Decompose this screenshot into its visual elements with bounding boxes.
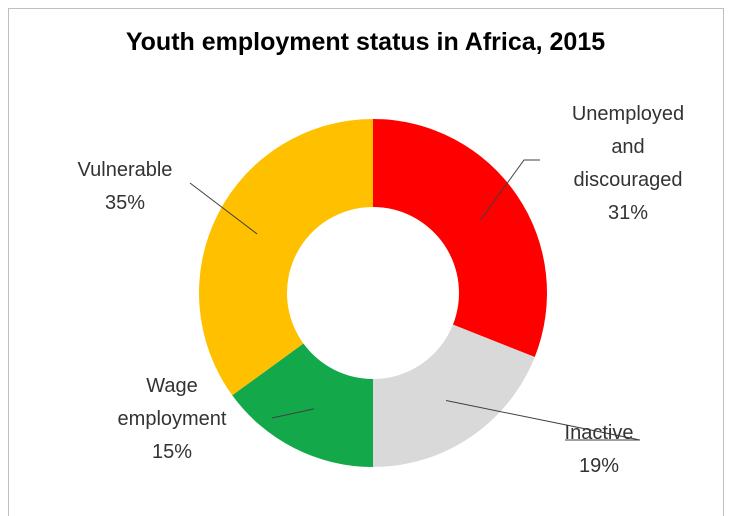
slice-wage-employment [232, 343, 373, 467]
label-line: Vulnerable [77, 159, 173, 181]
label-line: Inactive [564, 422, 634, 444]
data-label: 35% [104, 192, 146, 214]
slice-vulnerable [199, 118, 373, 396]
label-line: and [611, 136, 645, 158]
chart-title: Youth employment status in Africa, 2015 [125, 28, 606, 56]
data-label: 31% [607, 202, 649, 224]
data-label: 15% [151, 441, 193, 463]
slice-label-inactive: Inactive 19% [540, 417, 658, 483]
slice-label-vulnerable: Vulnerable 35% [55, 154, 195, 220]
slice-label-wage-employment: Wage employment 15% [92, 370, 252, 469]
slice-inactive [373, 324, 535, 467]
leader-line [189, 182, 258, 235]
label-line: Unemployed [571, 103, 685, 125]
label-line: discouraged [573, 169, 683, 191]
leader-line [445, 400, 641, 441]
leader-line [271, 408, 315, 419]
label-line: Wage [146, 375, 198, 397]
data-label: 19% [578, 455, 620, 477]
leader-line [480, 159, 540, 221]
slice-label-unemployed: Unemployed and discouraged 31% [548, 98, 708, 230]
label-line: employment [117, 408, 227, 430]
slice-unemployed [373, 119, 548, 358]
